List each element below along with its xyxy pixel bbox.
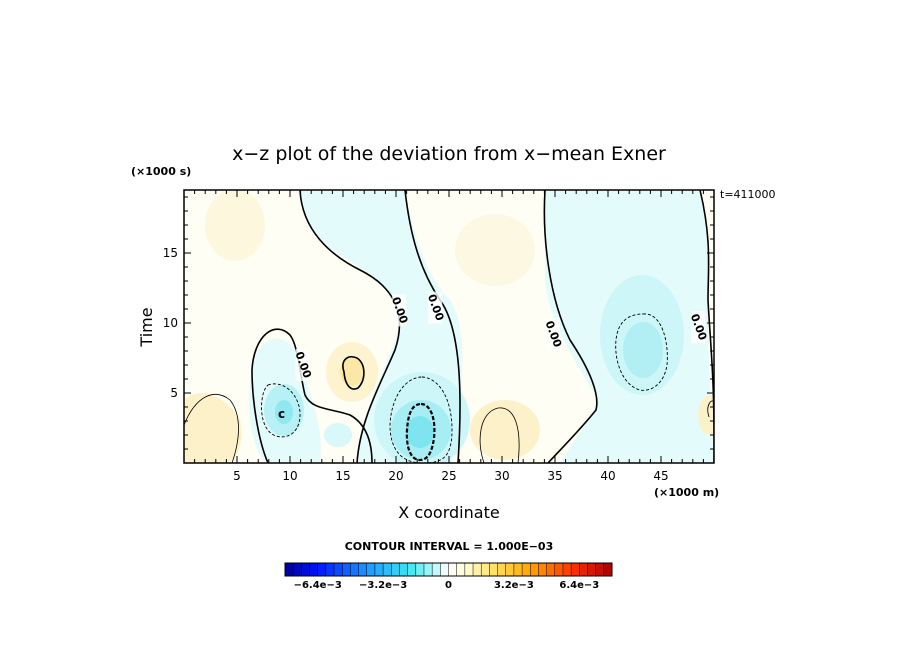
colorbar-swatch — [301, 563, 310, 576]
colorbar-swatch — [423, 563, 433, 576]
x-tick-label: 35 — [547, 469, 562, 483]
colorbar-tick-label: 3.2e−3 — [494, 580, 534, 591]
colorbar-swatch — [571, 563, 580, 576]
colorbar-tick-label: −6.4e−3 — [294, 580, 342, 591]
chart-title: x−z plot of the deviation from x−mean Ex… — [232, 143, 666, 165]
positive-contour — [342, 356, 365, 390]
colorbar-swatch — [481, 563, 490, 576]
zero-contour — [251, 328, 373, 463]
negative-contour — [615, 313, 668, 391]
x-axis-label: X coordinate — [398, 503, 499, 522]
colorbar-swatch — [440, 563, 449, 576]
x-tick-label: 25 — [441, 469, 456, 483]
contour-label-bg — [392, 294, 407, 327]
colorbar-swatch — [374, 563, 384, 576]
colorbar-swatch — [546, 563, 556, 576]
colorbar-swatch — [473, 563, 482, 576]
x-tick-label: 20 — [388, 469, 403, 483]
y-tick-label: 15 — [163, 246, 178, 260]
contour-label-bg — [428, 291, 443, 324]
x-tick-label: 45 — [653, 469, 668, 483]
colorbar-swatch — [554, 563, 564, 576]
colorbar-swatch — [595, 563, 605, 576]
negative-contour — [261, 383, 301, 438]
contour-label-bg — [295, 349, 310, 381]
negative-region — [275, 400, 293, 424]
colorbar-tick-label: 6.4e−3 — [559, 580, 599, 591]
x-tick-label: 30 — [494, 469, 509, 483]
colorbar-swatch — [587, 563, 596, 576]
colorbar-swatch — [391, 563, 400, 576]
colorbar-swatch — [399, 563, 408, 576]
positive-region — [698, 395, 714, 435]
positive-region — [184, 392, 242, 463]
colorbar-swatch — [317, 563, 327, 576]
colorbar-swatch — [464, 563, 474, 576]
y-axis-label: Time — [137, 307, 156, 347]
zero-contour — [543, 190, 598, 463]
y-tick-label: 5 — [170, 386, 178, 400]
colorbar-tick-label: 0 — [445, 580, 452, 591]
colorbar-swatch — [342, 563, 351, 576]
colorbar-swatch — [285, 563, 294, 576]
colorbar-swatch — [325, 563, 335, 576]
colorbar-swatch — [309, 563, 318, 576]
negative-region — [406, 416, 434, 448]
colorbar: −6.4e−3 −3.2e−3 0 3.2e−3 6.4e−3 — [284, 562, 613, 591]
x-tick-label: 40 — [600, 469, 615, 483]
colorbar-tick-label: −3.2e−3 — [359, 580, 407, 591]
axes: 5 10 15 20 25 30 35 40 45 5 10 15 — [163, 190, 714, 483]
colorbar-swatch — [603, 563, 613, 576]
colorbar-swatch — [522, 563, 531, 576]
colorbar-frame — [284, 562, 613, 577]
negative-region — [623, 322, 663, 378]
x-tick-label: 15 — [335, 469, 350, 483]
colorbar-swatch — [562, 563, 572, 576]
positive-contour — [479, 407, 520, 463]
colorbar-swatch — [579, 563, 588, 576]
colorbar-swatch — [505, 563, 515, 576]
colorbar-swatch — [489, 563, 498, 576]
positive-contour — [184, 394, 239, 463]
contour-label-bg — [691, 311, 706, 344]
contour-interval-label: CONTOUR INTERVAL = 1.000E−03 — [345, 540, 554, 553]
negative-region — [324, 423, 352, 447]
colorbar-swatch — [334, 563, 343, 576]
colorbar-swatch — [497, 563, 507, 576]
positive-region — [340, 358, 364, 386]
colorbar-swatch — [358, 563, 368, 576]
zero-contour — [404, 190, 461, 463]
colorbar-swatch — [538, 563, 547, 576]
x-tick-label: 10 — [282, 469, 297, 483]
center-marker: c — [278, 407, 285, 421]
x-tick-label: 5 — [233, 469, 241, 483]
positive-region — [470, 400, 540, 460]
colorbar-swatch — [293, 563, 302, 576]
colorbar-swatch — [366, 563, 376, 576]
colorbar-swatch — [350, 563, 359, 576]
positive-region — [455, 214, 535, 286]
x-unit-note: (×1000 m) — [654, 486, 719, 499]
contour-field: 0.000.00 0.000.00 0.00c — [184, 190, 714, 463]
colorbar-swatch — [456, 563, 466, 576]
colorbar-swatch — [513, 563, 523, 576]
colorbar-swatch — [432, 563, 441, 576]
y-unit-note: (×1000 s) — [131, 165, 191, 178]
positive-region — [205, 190, 265, 261]
colorbar-swatch — [530, 563, 539, 576]
time-label: t=411000 — [720, 188, 776, 201]
contour-label-bg — [545, 318, 560, 351]
colorbar-swatch — [407, 563, 417, 576]
colorbar-swatch — [415, 563, 425, 576]
colorbar-swatch — [383, 563, 392, 576]
negative-contour-thick — [405, 402, 436, 462]
y-tick-label: 10 — [163, 316, 178, 330]
negative-contour — [389, 376, 453, 463]
colorbar-swatch — [448, 563, 457, 576]
